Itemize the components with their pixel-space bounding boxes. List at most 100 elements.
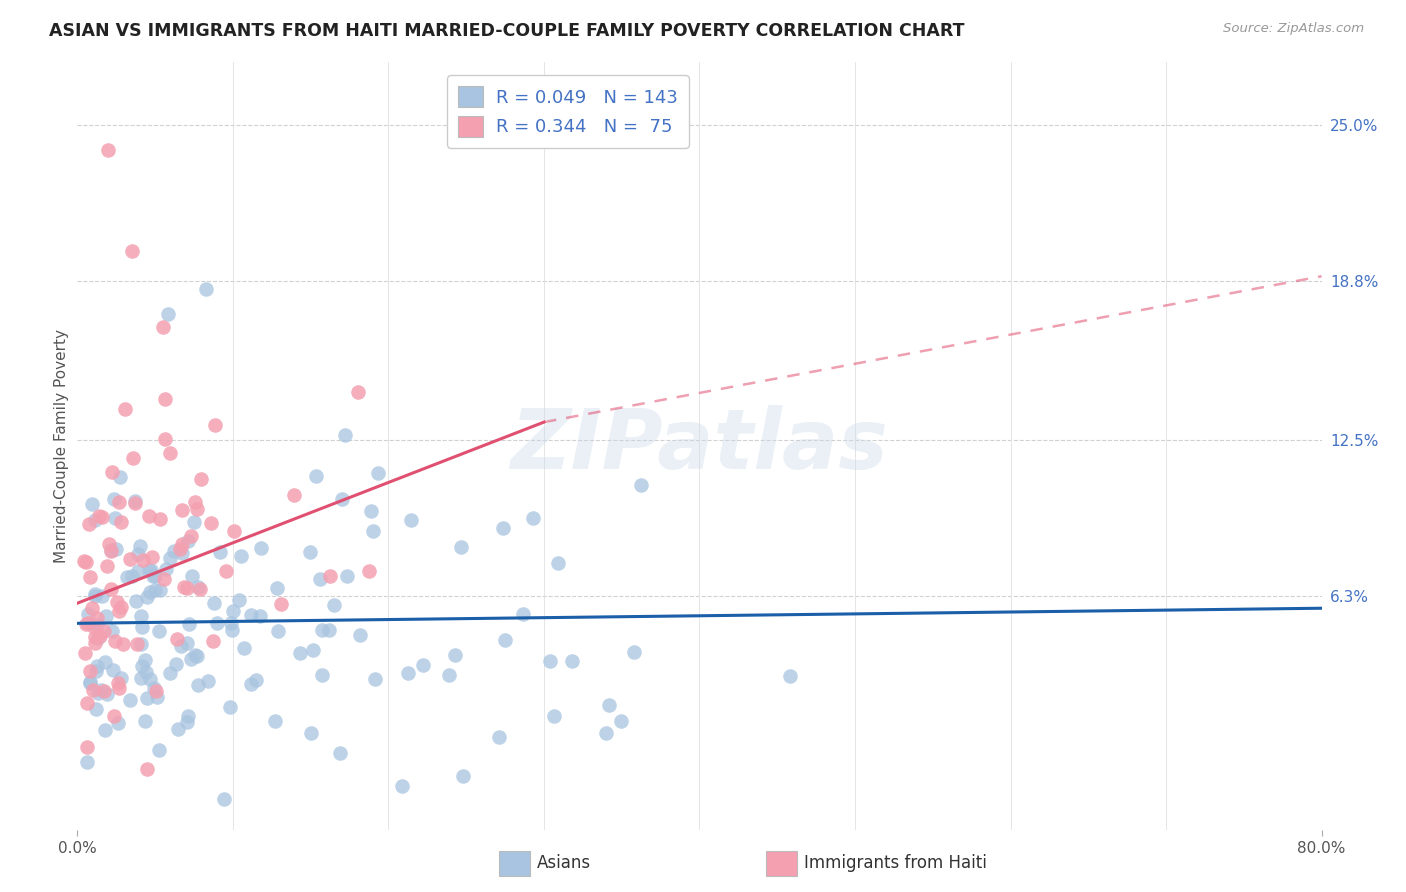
Point xyxy=(180,529,202,543)
Point xyxy=(363,672,385,686)
Point xyxy=(107,681,129,695)
Point xyxy=(322,598,344,612)
Legend: R = 0.049   N = 143, R = 0.344   N =  75: R = 0.049 N = 143, R = 0.344 N = 75 xyxy=(447,75,689,148)
Point xyxy=(83,630,105,644)
Point xyxy=(598,698,620,712)
Point xyxy=(186,648,208,663)
Point xyxy=(100,543,122,558)
Point xyxy=(124,496,146,510)
Point xyxy=(87,686,110,700)
Point xyxy=(214,792,236,806)
Point xyxy=(522,510,544,524)
Point xyxy=(97,537,120,551)
Point xyxy=(166,632,188,646)
Point xyxy=(202,596,225,610)
Point xyxy=(184,648,207,662)
Point xyxy=(142,569,165,583)
Point xyxy=(163,543,186,558)
Point xyxy=(138,585,160,599)
Point xyxy=(330,492,353,507)
Point xyxy=(136,763,159,777)
Point xyxy=(86,659,108,673)
Point xyxy=(543,708,565,723)
Point xyxy=(82,682,104,697)
Point xyxy=(118,552,141,566)
Point xyxy=(167,723,190,737)
Point xyxy=(75,617,97,632)
Point xyxy=(157,307,180,321)
Point xyxy=(187,580,209,594)
Point xyxy=(139,673,162,687)
Point xyxy=(100,582,122,596)
Point xyxy=(209,545,232,559)
Point xyxy=(222,604,245,618)
Point xyxy=(127,637,149,651)
Point xyxy=(121,569,143,583)
Point xyxy=(148,742,170,756)
Point xyxy=(129,671,152,685)
Point xyxy=(512,607,534,622)
Point xyxy=(86,611,108,625)
Point xyxy=(283,487,305,501)
Point xyxy=(105,595,128,609)
Point xyxy=(205,616,228,631)
Text: ZIPatlas: ZIPatlas xyxy=(510,406,889,486)
Point xyxy=(270,598,292,612)
Point xyxy=(148,624,170,638)
Point xyxy=(110,515,132,529)
Point xyxy=(367,466,389,480)
Point xyxy=(149,512,172,526)
Point xyxy=(129,540,152,554)
Point xyxy=(89,509,111,524)
Point xyxy=(84,702,107,716)
Point xyxy=(90,682,112,697)
Point xyxy=(97,144,120,158)
Point xyxy=(132,552,155,566)
Point xyxy=(172,502,194,516)
Point xyxy=(91,589,114,603)
Point xyxy=(623,645,645,659)
Point xyxy=(143,569,166,583)
Point xyxy=(176,714,198,729)
Point xyxy=(101,663,124,677)
Point xyxy=(104,541,127,556)
Point xyxy=(76,696,98,710)
Point xyxy=(176,581,198,595)
Point xyxy=(305,469,328,483)
Point xyxy=(83,589,105,603)
Point xyxy=(121,244,143,258)
Point xyxy=(360,504,382,518)
Point xyxy=(190,472,212,486)
Point xyxy=(73,554,96,568)
Point xyxy=(361,524,384,538)
Point xyxy=(153,392,176,406)
Point xyxy=(267,624,290,638)
Point xyxy=(173,581,195,595)
Point xyxy=(245,673,267,687)
Point xyxy=(311,668,333,682)
Point xyxy=(186,502,208,516)
Point xyxy=(103,492,125,507)
Point xyxy=(488,731,510,745)
Point xyxy=(264,714,287,729)
Point xyxy=(94,656,117,670)
Text: Immigrants from Haiti: Immigrants from Haiti xyxy=(804,855,987,872)
Point xyxy=(86,631,108,645)
Point xyxy=(630,478,652,492)
Point xyxy=(93,723,115,738)
Point xyxy=(159,446,181,460)
Point xyxy=(84,635,107,649)
Point xyxy=(169,639,191,653)
Point xyxy=(143,681,166,695)
Point xyxy=(93,684,115,698)
Point xyxy=(146,690,169,704)
Text: Source: ZipAtlas.com: Source: ZipAtlas.com xyxy=(1223,22,1364,36)
Point xyxy=(187,678,209,692)
Point xyxy=(145,683,167,698)
Point xyxy=(104,634,127,648)
Point xyxy=(96,559,118,574)
Point xyxy=(176,708,198,723)
Point xyxy=(349,628,371,642)
Point xyxy=(159,551,181,566)
Point xyxy=(107,494,129,508)
